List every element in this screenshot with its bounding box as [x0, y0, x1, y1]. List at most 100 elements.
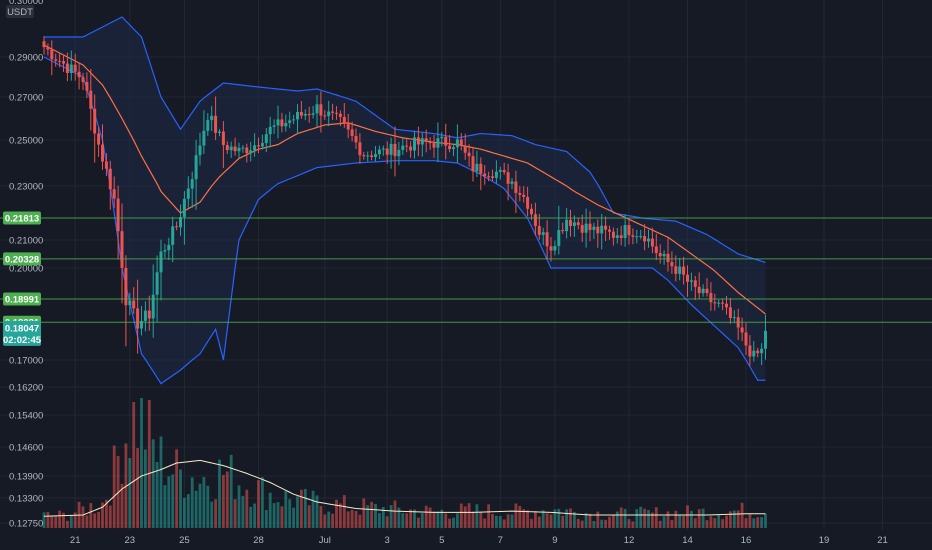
candle-body — [112, 189, 116, 199]
volume-bar — [89, 503, 93, 528]
candle-body — [436, 138, 440, 148]
volume-bar — [128, 457, 132, 528]
volume-bar — [701, 508, 705, 528]
volume-bar — [682, 515, 685, 528]
candle-body — [62, 61, 65, 64]
candle-body — [537, 225, 541, 235]
candle-body — [159, 251, 163, 273]
candle-body — [292, 119, 296, 121]
candle-body — [280, 119, 284, 127]
candle-body — [471, 156, 475, 172]
volume-bar — [311, 490, 315, 528]
candle-body — [674, 266, 678, 274]
volume-bar — [760, 517, 763, 528]
candle-body — [175, 226, 179, 228]
volume-bar — [241, 495, 245, 528]
volume-bar — [600, 519, 604, 528]
y-tick-label: 0.25000 — [9, 136, 43, 147]
volume-bar — [112, 445, 116, 528]
candle-body — [225, 145, 229, 151]
candle-body — [545, 232, 549, 247]
candle-body — [604, 225, 608, 230]
volume-bar — [245, 489, 249, 528]
volume-bar — [471, 511, 475, 528]
candle-body — [428, 141, 432, 144]
candle-body — [190, 179, 194, 189]
volume-bar — [183, 497, 186, 528]
volume-bar — [510, 514, 514, 528]
volume-bar — [409, 509, 412, 528]
price-level-tag: 0.18991 — [3, 292, 41, 306]
candle-body — [245, 147, 249, 154]
candle-body — [518, 192, 522, 195]
candle-body — [666, 253, 670, 263]
x-tick-label: 7 — [498, 535, 503, 546]
candle-body — [444, 136, 448, 146]
x-tick-label: 14 — [682, 535, 693, 546]
candlesticks — [42, 36, 767, 366]
volume-bar — [268, 492, 272, 528]
volume-bar — [549, 514, 553, 528]
candle-body — [584, 223, 588, 233]
candle-body — [241, 147, 245, 149]
x-tick-label: Jul — [319, 535, 331, 546]
candle-body — [413, 137, 416, 151]
candle-body — [303, 113, 307, 116]
candle-body — [54, 59, 58, 61]
volume-bar — [619, 507, 623, 528]
candle-body — [276, 119, 280, 126]
volume-bar — [487, 504, 490, 528]
volume-bar — [514, 503, 518, 528]
candle-body — [272, 125, 276, 127]
candle-body — [510, 181, 514, 184]
volume-bar — [303, 488, 307, 528]
candle-body — [526, 196, 530, 209]
candle-body — [541, 232, 545, 235]
candle-body — [494, 171, 498, 178]
volume-bar — [483, 518, 487, 528]
volume-bar — [580, 520, 584, 528]
volume-bar — [631, 521, 635, 528]
volume-bar — [748, 513, 752, 528]
candle-body — [405, 145, 409, 147]
candle-body — [171, 226, 175, 245]
volume-bar — [54, 516, 58, 528]
y-axis: 0.30000 0.29000 0.27000 0.25000 0.23000 0.210… — [9, 0, 43, 530]
y-tick-label: 0.14600 — [9, 443, 43, 454]
volume-bar — [93, 513, 97, 528]
volume-bar — [428, 507, 432, 528]
candle-body — [89, 90, 93, 109]
candle-body — [459, 139, 463, 146]
candle-body — [682, 266, 686, 275]
volume-bar — [257, 480, 260, 528]
volume-bar — [756, 517, 760, 528]
price-level-tag: 0.20328 — [3, 252, 41, 265]
volume-bar — [288, 499, 292, 528]
candle-body — [502, 170, 506, 173]
volume-bar — [498, 516, 502, 528]
volume-bar — [612, 514, 615, 528]
candle-body — [218, 131, 221, 133]
volume-bar — [459, 503, 463, 528]
candle-body — [221, 131, 225, 146]
x-tick-label: 12 — [624, 535, 635, 546]
candle-body — [424, 138, 428, 142]
volume-bar — [272, 503, 276, 528]
candle-body — [323, 115, 327, 117]
candle-body — [514, 181, 518, 193]
bb-middle-line — [43, 44, 766, 315]
volume-bar — [362, 498, 366, 528]
candle-body — [705, 288, 709, 294]
candle-body — [631, 235, 635, 237]
candle-body — [342, 116, 346, 123]
candle-body — [393, 143, 397, 157]
volume-bar — [658, 520, 662, 528]
candle-body — [288, 120, 292, 123]
volume-bar — [666, 511, 670, 528]
candle-body — [284, 122, 288, 127]
volume-bar — [647, 510, 650, 528]
candle-body — [553, 245, 557, 251]
candle-body — [756, 350, 760, 354]
